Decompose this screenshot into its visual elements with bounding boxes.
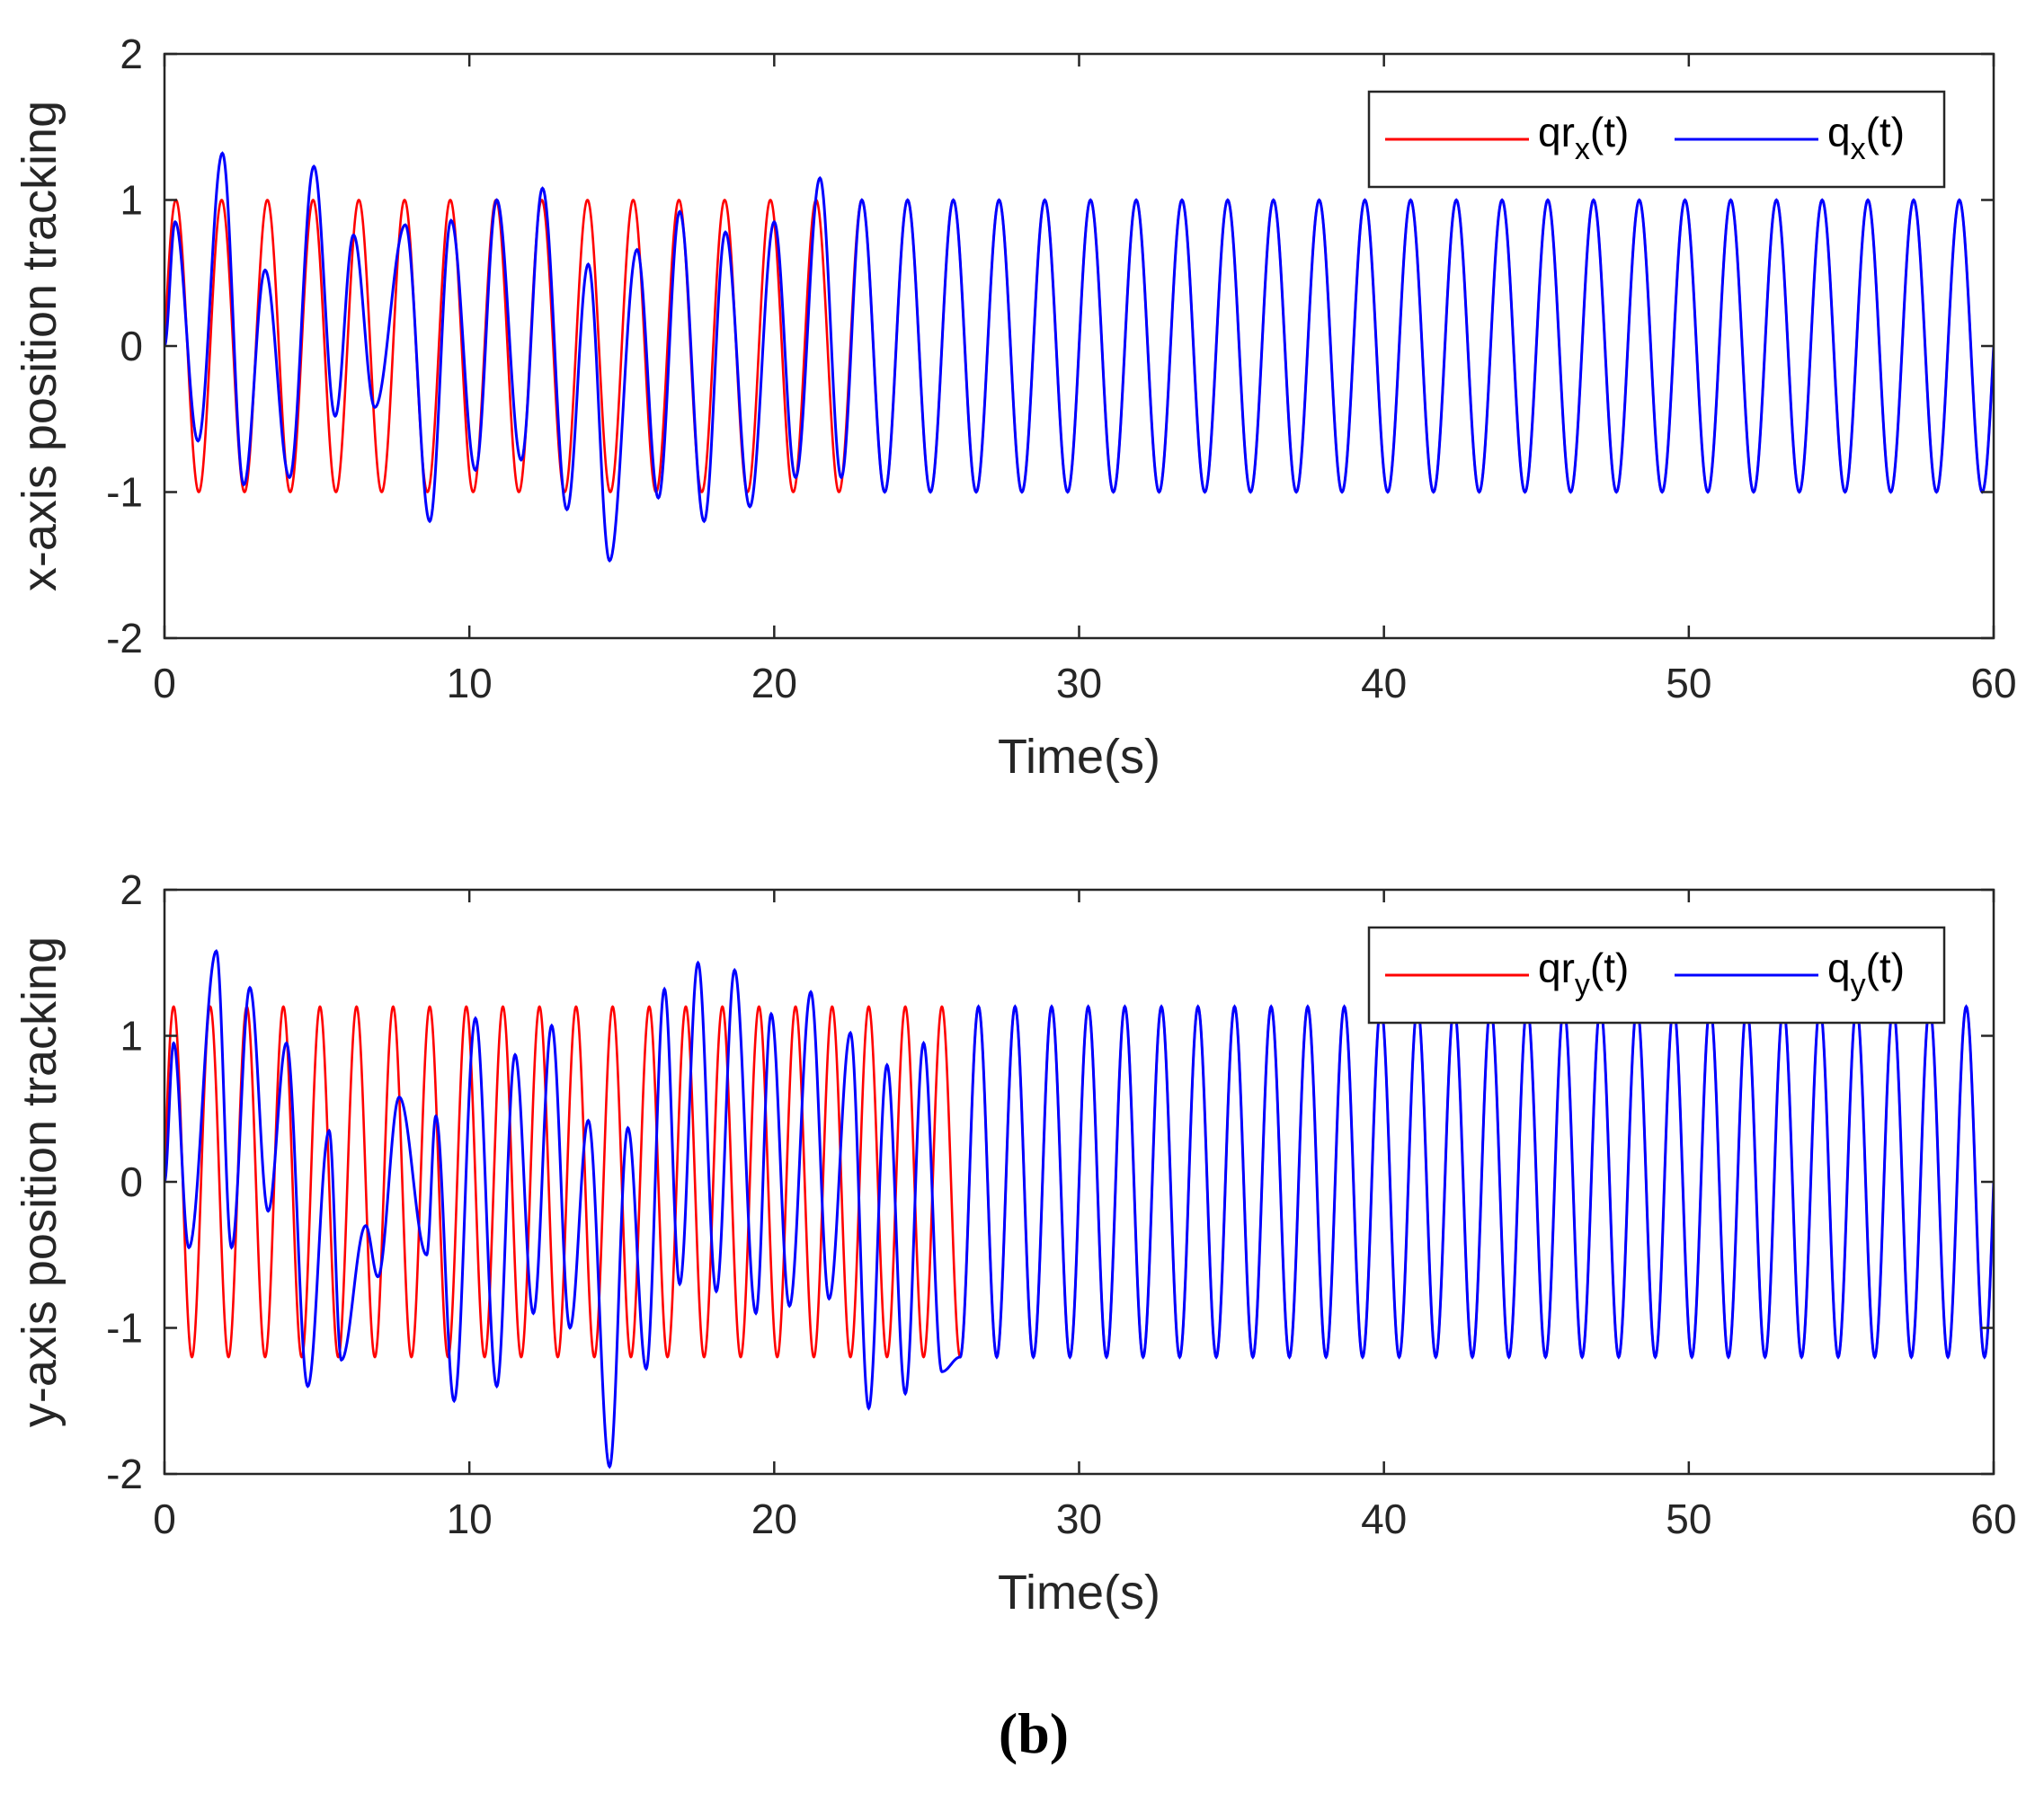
x-tick-label: 40 (1361, 1496, 1407, 1542)
x-tick-label: 40 (1361, 660, 1407, 706)
x-tick-label: 20 (751, 1496, 797, 1542)
x-axis-label: Time(s) (998, 1566, 1160, 1620)
x-tick-label: 50 (1666, 660, 1711, 706)
legend-entry-label: qx(t) (1827, 109, 1905, 166)
series-line-actual (164, 948, 1994, 1469)
x-tick-label: 50 (1666, 1496, 1711, 1542)
y-tick-label: -1 (106, 469, 143, 516)
y-axis-tracking-chart: 0 10 20 30 40 50 60 -2 -1 0 1 2 Time(s) y-axis positi… (13, 866, 2017, 1620)
legend-entry-label: qrx(t) (1538, 109, 1629, 166)
x-tick-label: 30 (1056, 1496, 1102, 1542)
y-tick-label: -2 (106, 1451, 143, 1497)
y-tick-label: 1 (120, 177, 143, 224)
y-tick-label: 2 (120, 31, 143, 77)
x-tick-label: 0 (153, 1496, 176, 1542)
y-axis-label: y-axis position tracking (13, 936, 67, 1427)
x-tick-label: 10 (447, 660, 493, 706)
legend: qrx(t) qx(t) (1367, 90, 1946, 189)
y-tick-label: -1 (106, 1305, 143, 1352)
y-tick-label: 0 (120, 323, 143, 369)
y-tick-label: 2 (120, 866, 143, 913)
x-tick-label: 20 (751, 660, 797, 706)
x-tick-label: 60 (1970, 660, 2016, 706)
x-tick-label: 0 (153, 660, 176, 706)
x-tick-label: 10 (447, 1496, 493, 1542)
legend-entry-label: qry(t) (1538, 945, 1629, 1002)
x-tick-label: 60 (1970, 1496, 2016, 1542)
y-tick-label: 1 (120, 1013, 143, 1060)
y-tick-label: -2 (106, 615, 143, 661)
series-line-actual (164, 151, 1994, 564)
legend: qry(t) qy(t) (1367, 926, 1946, 1025)
x-axis-label: Time(s) (998, 730, 1160, 784)
x-axis-tracking-chart: 0 10 20 30 40 50 60 -2 -1 0 1 2 Time(s) x-axis positi… (13, 31, 2017, 784)
legend-entry-label: qy(t) (1827, 945, 1905, 1002)
x-tick-label: 30 (1056, 660, 1102, 706)
figure-label: (b) (999, 1701, 1069, 1765)
y-axis-label: x-axis position tracking (13, 101, 67, 591)
y-tick-label: 0 (120, 1158, 143, 1205)
